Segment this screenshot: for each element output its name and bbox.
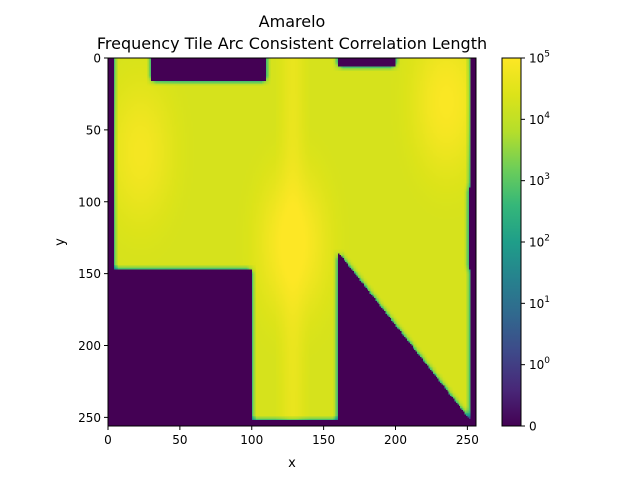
y-tick-label: 250 [78,411,101,425]
y-tick-label: 100 [78,195,101,209]
x-tick-label: 150 [312,433,335,447]
x-tick-label: 50 [172,433,187,447]
x-tick-label: 200 [384,433,407,447]
colorbar-tick-label: 0 [529,420,537,434]
chart-subtitle: Frequency Tile Arc Consistent Correlatio… [97,34,487,53]
x-tick-label: 0 [104,433,112,447]
colorbar-gradient [502,58,521,426]
x-axis-label: x [288,456,296,471]
y-axis-ticks: 0 50 100 150 200 250 [78,52,108,425]
y-axis-label: y [53,238,68,246]
heatmap-image [108,58,476,426]
plot-frame [107,57,477,427]
y-tick-label: 0 [93,52,101,66]
x-tick-label: 100 [240,433,263,447]
chart-title: Amarelo [259,12,326,31]
heatmap-canvas-holder [108,58,476,426]
y-tick-label: 50 [86,123,101,137]
x-axis-ticks: 0 50 100 150 200 250 [104,426,479,447]
y-tick-label: 150 [78,267,101,281]
x-tick-label: 250 [456,433,479,447]
y-tick-label: 200 [78,339,101,353]
heatmap-area [107,57,477,427]
